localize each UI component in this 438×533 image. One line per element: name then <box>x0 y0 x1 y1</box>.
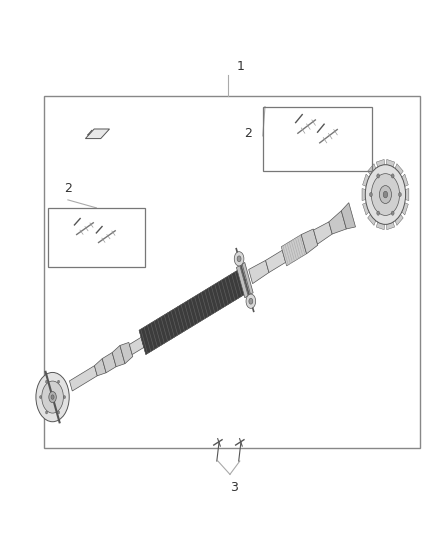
Ellipse shape <box>51 395 54 399</box>
Polygon shape <box>70 366 97 391</box>
Text: 3: 3 <box>230 481 238 494</box>
Ellipse shape <box>49 392 57 402</box>
Ellipse shape <box>234 252 244 266</box>
Ellipse shape <box>57 380 60 383</box>
Polygon shape <box>363 174 371 187</box>
Ellipse shape <box>377 174 380 178</box>
Ellipse shape <box>370 192 372 197</box>
Bar <box>263 107 372 171</box>
Polygon shape <box>367 212 377 225</box>
Ellipse shape <box>371 174 399 215</box>
Polygon shape <box>139 269 247 354</box>
Polygon shape <box>376 159 385 169</box>
Ellipse shape <box>64 395 66 399</box>
Polygon shape <box>249 261 269 284</box>
Ellipse shape <box>391 174 394 178</box>
Bar <box>44 96 420 448</box>
Polygon shape <box>237 262 253 298</box>
Polygon shape <box>239 260 251 300</box>
Text: 2: 2 <box>64 182 72 195</box>
Ellipse shape <box>249 298 253 304</box>
Polygon shape <box>265 251 286 272</box>
Polygon shape <box>367 164 377 177</box>
Ellipse shape <box>42 381 64 413</box>
Ellipse shape <box>246 294 256 309</box>
Polygon shape <box>394 212 403 225</box>
Ellipse shape <box>365 165 406 224</box>
Polygon shape <box>281 235 307 266</box>
Ellipse shape <box>46 380 48 383</box>
Polygon shape <box>301 229 318 254</box>
Polygon shape <box>376 220 385 230</box>
Ellipse shape <box>383 191 388 198</box>
Text: 1: 1 <box>237 60 244 73</box>
Polygon shape <box>329 211 346 234</box>
Ellipse shape <box>379 185 392 204</box>
Polygon shape <box>314 222 332 244</box>
Ellipse shape <box>399 192 401 197</box>
Polygon shape <box>102 352 116 373</box>
Text: 2: 2 <box>244 127 252 140</box>
Polygon shape <box>394 164 403 177</box>
Ellipse shape <box>57 411 60 414</box>
Ellipse shape <box>237 256 241 262</box>
Ellipse shape <box>377 211 380 215</box>
Ellipse shape <box>36 373 69 422</box>
Ellipse shape <box>391 211 394 215</box>
Polygon shape <box>112 345 125 367</box>
Polygon shape <box>363 202 371 215</box>
Polygon shape <box>129 337 144 354</box>
Polygon shape <box>341 203 356 229</box>
Polygon shape <box>120 342 133 364</box>
Ellipse shape <box>46 411 48 414</box>
Polygon shape <box>386 159 395 169</box>
Polygon shape <box>403 189 409 200</box>
Polygon shape <box>362 189 367 200</box>
Polygon shape <box>400 202 408 215</box>
Polygon shape <box>386 220 395 230</box>
Polygon shape <box>400 174 408 187</box>
Polygon shape <box>95 359 106 376</box>
Bar <box>48 208 145 266</box>
Ellipse shape <box>39 395 42 399</box>
Polygon shape <box>85 129 110 139</box>
